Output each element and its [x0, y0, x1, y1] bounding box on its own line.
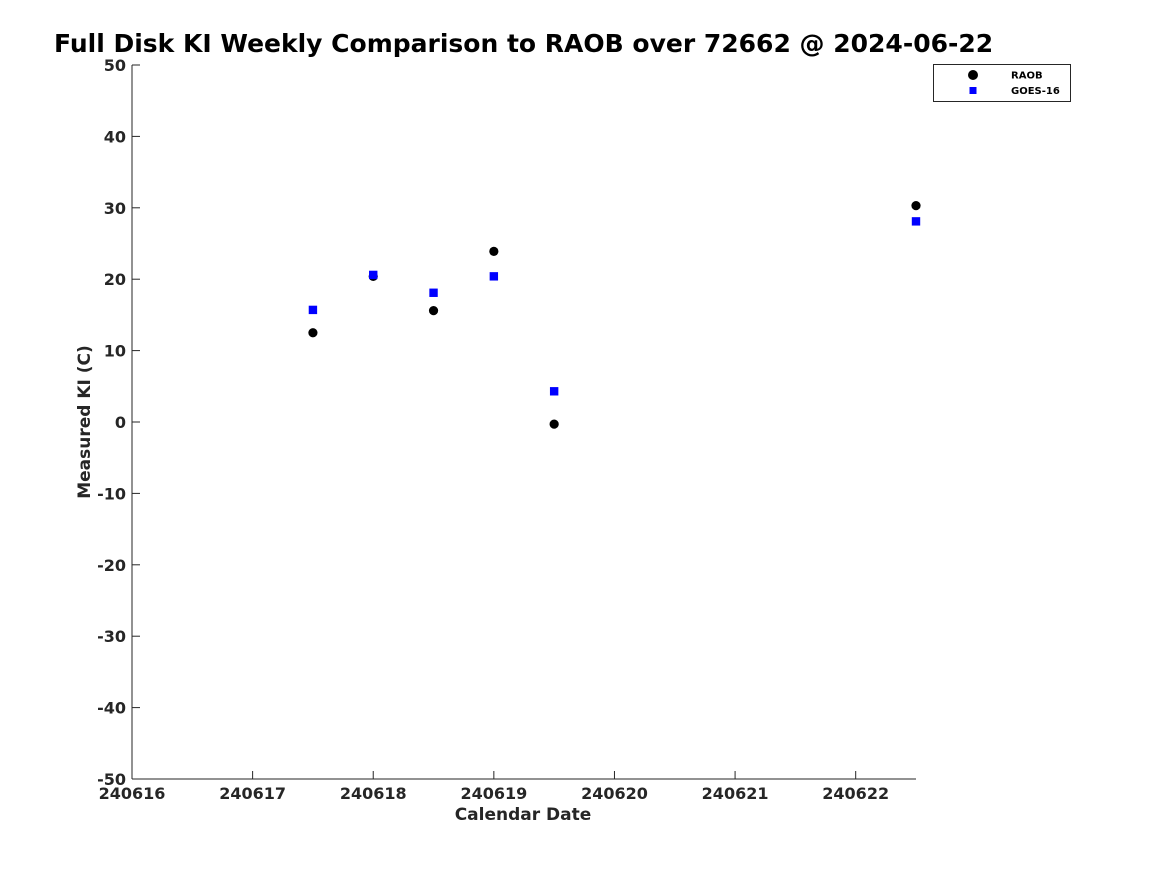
legend: RAOB GOES-16	[933, 64, 1071, 102]
data-point	[308, 328, 318, 338]
data-point	[911, 217, 921, 226]
y-ticks: -50 -40 -30 -20 -10 0 10 20 30 40 50	[97, 56, 140, 789]
data-point	[308, 305, 318, 315]
data-point	[428, 306, 439, 316]
y-tick-label: -40	[97, 699, 126, 718]
legend-marker	[969, 87, 977, 94]
x-tick-label: 240616	[99, 784, 166, 803]
legend-marker	[968, 70, 978, 80]
data-point	[429, 288, 438, 297]
axes	[131, 65, 916, 780]
data-marks	[308, 201, 921, 429]
chart-title: Full Disk KI Weekly Comparison to RAOB o…	[54, 29, 993, 58]
x-tick-label: 240617	[219, 784, 286, 803]
x-tick-label: 240619	[460, 784, 527, 803]
data-point	[489, 246, 499, 256]
y-tick-label: -30	[97, 627, 126, 646]
y-tick-label: -20	[97, 556, 126, 575]
data-point	[549, 419, 559, 429]
legend-label: GOES-16	[1011, 86, 1060, 97]
series-raob	[308, 201, 921, 429]
y-tick-label: -50	[97, 770, 126, 789]
x-tick-label: 240622	[822, 784, 889, 803]
y-tick-label: 0	[115, 413, 126, 432]
data-point	[489, 272, 499, 281]
x-tick-label: 240618	[340, 784, 407, 803]
x-axis-label: Calendar Date	[455, 805, 592, 825]
data-point	[369, 270, 378, 280]
y-tick-label: -10	[97, 484, 126, 503]
x-tick-label: 240620	[581, 784, 648, 803]
y-tick-label: 10	[104, 342, 126, 361]
y-tick-label: 40	[104, 127, 126, 146]
y-tick-label: 30	[104, 199, 126, 218]
x-tick-label: 240621	[702, 784, 769, 803]
data-point	[549, 387, 559, 396]
legend-box	[933, 64, 1071, 102]
y-tick-label: 20	[104, 270, 126, 289]
data-point	[911, 201, 921, 211]
y-tick-label: 50	[104, 56, 126, 75]
y-axis-label: Measured KI (C)	[75, 345, 95, 499]
legend-label: RAOB	[1011, 71, 1043, 82]
x-ticks: 240616 240617 240618 240619 240620 240621 2406…	[99, 771, 889, 803]
series-goes-16	[308, 217, 921, 396]
